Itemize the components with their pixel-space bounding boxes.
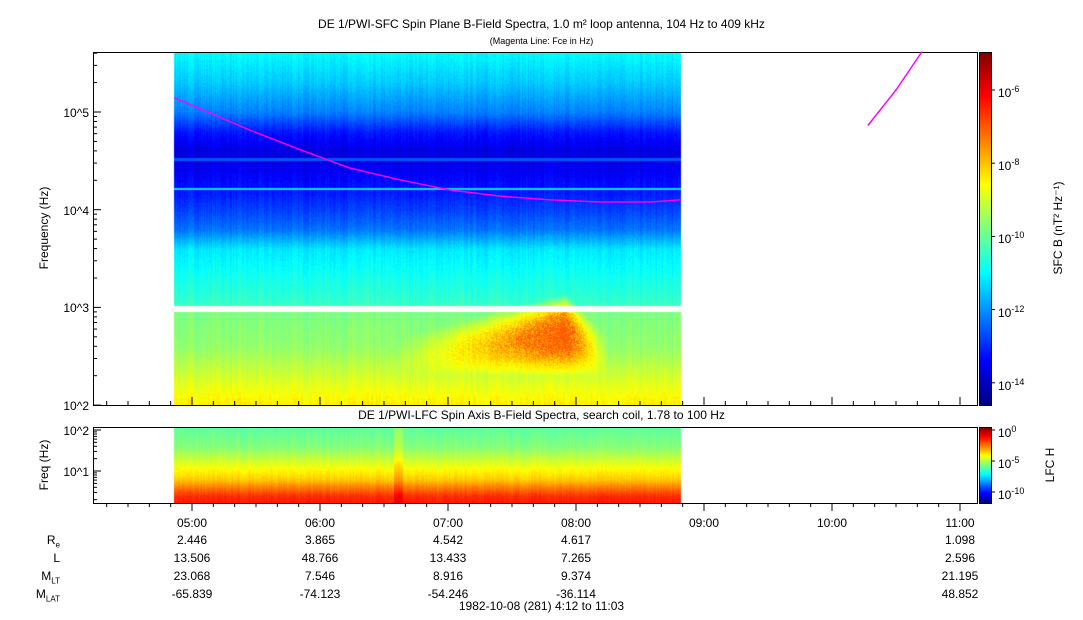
ephemeris-value: 2.596: [944, 551, 976, 565]
sfc-ylabel: Frequency (Hz): [37, 186, 51, 270]
x-tick-label: 09:00: [688, 516, 720, 530]
lfc-colorbar: [979, 427, 991, 503]
ephemeris-row-label: Re: [46, 533, 60, 550]
lfc-ylabel: Freq (Hz): [37, 439, 51, 491]
fce-line: [867, 51, 923, 126]
fce-point: [679, 199, 682, 201]
ephemeris-value: 9.374: [560, 569, 592, 583]
ephemeris-row-label: MLT: [41, 569, 60, 586]
ephemeris-value: 4.542: [432, 533, 464, 547]
ephemeris-value: 8.916: [432, 569, 464, 583]
sfc-title: DE 1/PWI-SFC Spin Plane B-Field Spectra,…: [318, 17, 765, 31]
ephemeris-value: 4.617: [560, 533, 592, 547]
sfc-colorbar-tick-label: 10-12: [998, 303, 1025, 320]
lfc-y-tick-label: 10^2: [63, 424, 89, 438]
fce-point: [498, 195, 501, 197]
x-tick-label: 06:00: [304, 516, 336, 530]
ephemeris-value: 7.265: [560, 551, 592, 565]
fce-point: [598, 201, 601, 203]
ephemeris-row-label: MLAT: [35, 587, 60, 604]
lfc-y-tick-label: 10^1: [63, 465, 89, 479]
fce-point: [349, 167, 351, 169]
fce-point: [895, 89, 897, 91]
ephemeris-value: -54.246: [427, 587, 469, 601]
sfc-y-tick-label: 10^2: [63, 399, 89, 414]
lfc-plot-frame: [93, 427, 978, 504]
ephemeris-value: 21.195: [941, 569, 979, 583]
x-tick-label: 10:00: [816, 516, 848, 530]
ephemeris-value: 2.446: [176, 533, 208, 547]
sfc-colorbar-tick-label: 10-8: [998, 157, 1020, 174]
ephemeris-row-label: L: [53, 551, 60, 565]
time-range-footer: 1982-10-08 (281) 4:12 to 11:03: [458, 599, 625, 613]
lfc-spectrogram: [93, 427, 977, 503]
sfc-colorbar: [979, 52, 991, 405]
lfc-colorbar-frame: [979, 427, 992, 504]
sfc-colorbar-tick-label: 10-10: [998, 230, 1025, 247]
ephemeris-value: -36.114: [556, 587, 596, 601]
ephemeris-value: 3.865: [304, 533, 336, 547]
fce-point: [867, 124, 870, 126]
lfc-colorbar-tick-label: 100: [998, 424, 1017, 440]
sfc-colorbar-label: SFC B (nT² Hz⁻¹): [1051, 181, 1065, 275]
sfc-y-tick-label: 10^5: [63, 106, 89, 120]
sfc-spectrogram: [93, 52, 977, 405]
sfc-y-tick-label: 10^3: [63, 301, 89, 316]
ephemeris-value: 13.506: [173, 551, 211, 565]
fce-point: [174, 97, 176, 99]
fce-point: [300, 149, 302, 151]
lfc-colorbar-label: LFC H: [1043, 447, 1057, 483]
ephemeris-value: 48.852: [941, 587, 979, 601]
ephemeris-value: -65.839: [171, 587, 213, 601]
ephemeris-value: 1.098: [944, 533, 976, 547]
ephemeris-value: 13.433: [429, 551, 467, 565]
x-tick-label: 11:00: [945, 516, 975, 530]
fce-point: [649, 201, 652, 203]
fce-point: [920, 51, 923, 54]
sfc-subtitle: (Magenta Line: Fce in Hz): [489, 36, 594, 46]
ephemeris-value: -74.123: [299, 587, 341, 601]
ephemeris-value: 48.766: [301, 551, 339, 565]
sfc-y-tick-label: 10^4: [63, 203, 89, 218]
fce-point: [549, 199, 552, 201]
fce-point: [449, 189, 451, 191]
sfc-plot-frame: [93, 52, 978, 406]
sfc-colorbar-tick-label: 10-14: [998, 376, 1025, 393]
fce-point: [248, 129, 251, 131]
sfc-colorbar-frame: [979, 52, 992, 406]
x-tick-label: 07:00: [432, 516, 464, 530]
fce-point: [400, 179, 402, 181]
x-tick-label: 05:00: [176, 516, 208, 530]
fce-line: [174, 97, 681, 203]
ephemeris-value: 23.068: [173, 569, 211, 583]
ephemeris-value: 7.546: [304, 569, 336, 583]
lfc-colorbar-tick-label: 10-10: [998, 486, 1025, 502]
lfc-colorbar-tick-label: 10-5: [998, 455, 1020, 471]
x-tick-label: 08:00: [560, 516, 592, 530]
lfc-title: DE 1/PWI-LFC Spin Axis B-Field Spectra, …: [358, 408, 725, 422]
sfc-colorbar-tick-label: 10-6: [998, 84, 1020, 100]
